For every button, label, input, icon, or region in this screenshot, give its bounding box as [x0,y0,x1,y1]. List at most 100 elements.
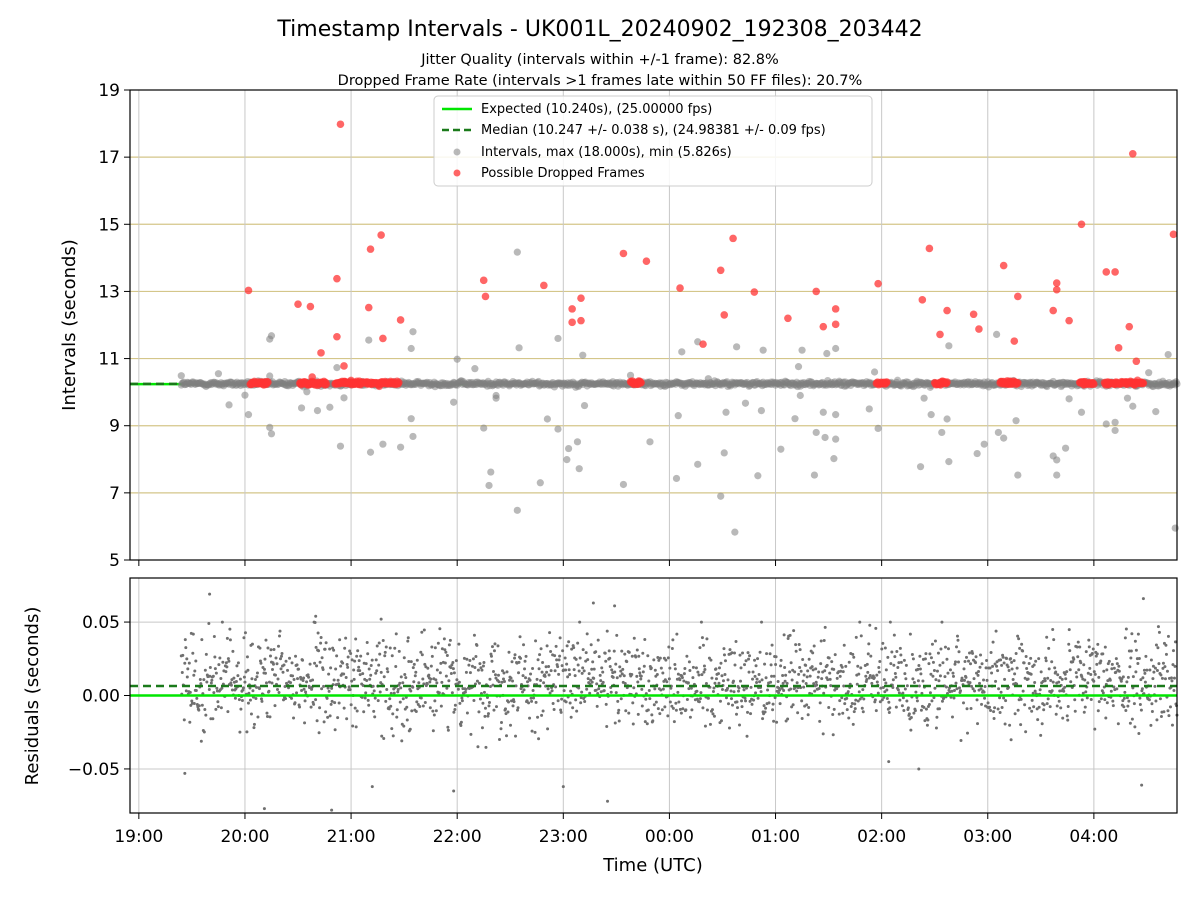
residual-point [342,672,346,676]
residual-point [450,691,454,695]
residual-point [1143,680,1147,684]
residual-point [923,719,927,723]
residual-point [432,713,436,717]
residual-point [975,698,979,702]
residual-point [496,673,500,677]
residual-point [674,701,678,705]
residual-point [867,676,871,680]
residual-point [1043,679,1047,683]
residual-point [859,666,863,670]
residual-point [435,668,439,672]
residual-point [868,623,872,627]
residual-point [488,685,492,689]
residual-point [964,675,968,679]
residual-point [948,668,952,672]
residual-point [586,677,590,681]
residual-point [308,686,312,690]
residual-point [656,707,660,711]
residual-point [1016,708,1020,712]
residual-point [1061,716,1065,720]
residual-point [1076,655,1080,659]
residual-point [1134,670,1138,674]
residual-point [275,688,279,692]
residual-point [822,691,826,695]
residual-point [857,690,861,694]
interval-point [340,394,348,402]
residual-point [328,647,332,651]
residual-point [183,661,187,665]
residual-point [671,706,675,710]
residual-point [770,674,774,678]
dropped-frame-point [322,380,331,389]
residual-point [805,675,809,679]
residual-point [220,686,224,690]
residual-point [1075,675,1079,679]
residual-point [1165,669,1169,673]
residual-point [684,708,688,712]
residual-point [911,677,915,681]
residual-point [459,724,463,728]
residual-point [322,720,326,724]
residual-point [969,662,973,666]
residual-point [573,674,577,678]
residual-point [682,679,686,683]
residual-point [829,684,833,688]
residual-point [563,656,567,660]
residual-point [887,760,891,764]
residual-point [522,643,526,647]
residual-point [1164,652,1168,656]
residual-point [729,697,733,701]
residual-point [351,724,355,728]
residual-point [377,641,381,645]
residual-point [617,719,621,723]
residual-point [564,700,568,704]
x-tick-label: 00:00 [645,827,694,847]
residual-point [966,731,970,735]
residual-point [950,715,954,719]
residual-point [203,668,207,672]
residual-point [643,720,647,724]
residual-point [711,712,715,716]
interval-point [819,408,827,416]
residual-point [457,680,461,684]
residual-point [1172,689,1176,693]
residual-point [764,676,768,680]
residual-point [585,632,589,636]
residual-point [430,654,434,658]
residual-point [1152,670,1156,674]
residual-point [856,664,860,668]
dropped-frame-point [943,378,951,386]
x-tick-label: 21:00 [327,827,376,847]
residual-point [290,696,294,700]
residual-point [422,682,426,686]
legend-dropped-marker [453,169,461,177]
dropped-frame-point [918,296,927,304]
residual-point [389,704,393,708]
residual-point [409,660,413,664]
residual-point [745,734,749,738]
residual-point [1076,640,1080,644]
residual-point [724,696,728,700]
residual-point [953,662,957,666]
interval-point [487,468,495,476]
residual-point [243,680,247,684]
residual-point [1017,637,1021,641]
residual-point [276,677,280,681]
residual-point [969,706,973,710]
residual-point [625,660,629,664]
residual-point [719,719,723,723]
interval-point [409,432,417,441]
intervals-y-tick-label: 7 [109,484,120,504]
residual-point [191,651,195,655]
residual-point [482,690,486,694]
residual-point [842,684,846,688]
residual-point [255,671,259,675]
residual-point [728,648,732,652]
residual-point [212,635,216,639]
interval-point [832,344,840,353]
residual-point [950,689,954,693]
residual-point [594,650,598,654]
residual-point [867,642,871,646]
residual-point [705,708,709,712]
